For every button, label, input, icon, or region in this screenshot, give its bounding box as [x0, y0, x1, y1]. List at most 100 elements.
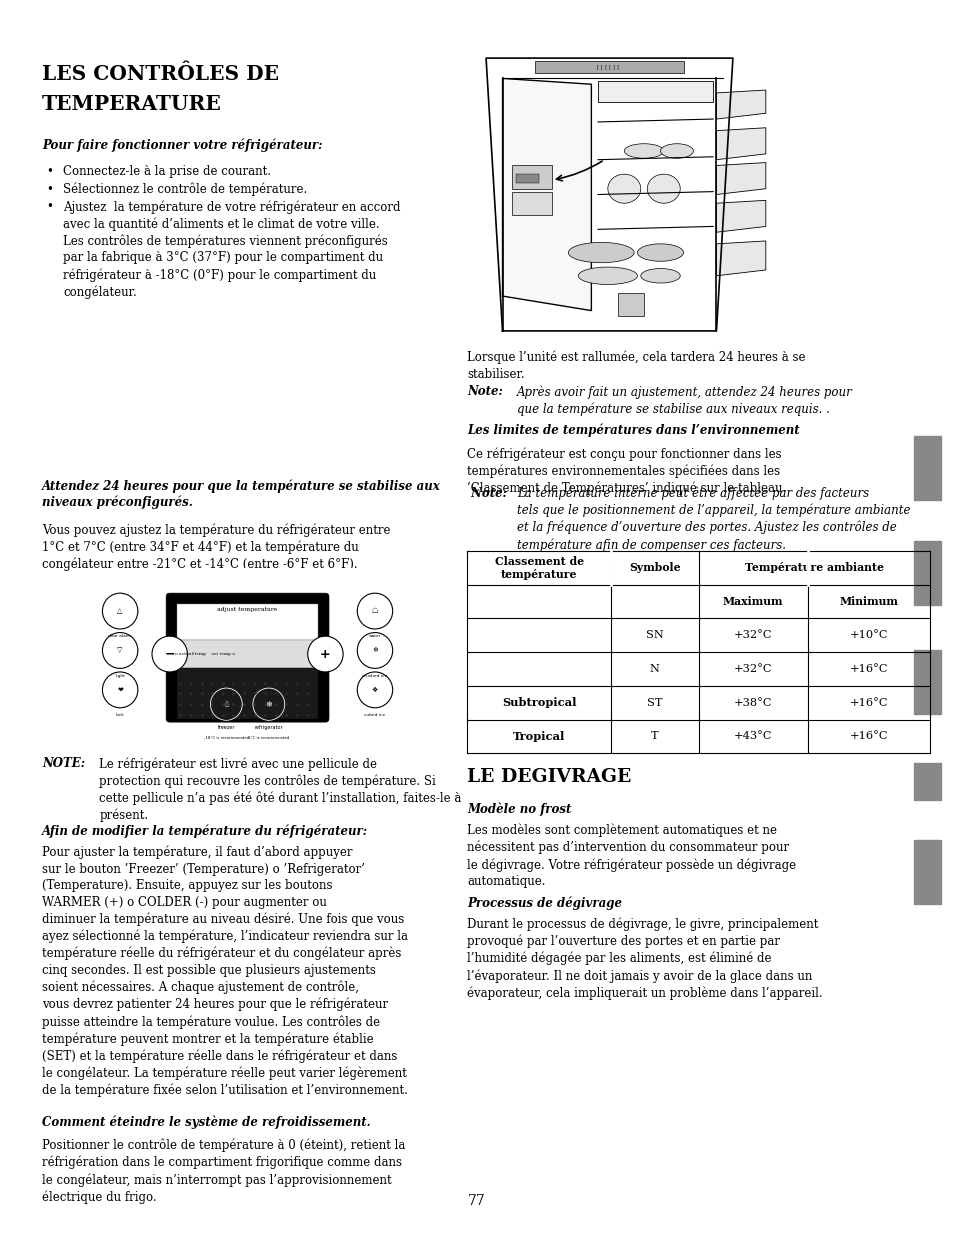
Text: Tropical: Tropical — [513, 731, 565, 742]
Text: +38°C: +38°C — [733, 698, 772, 708]
Text: Note:: Note: — [467, 385, 503, 399]
Text: SN: SN — [645, 630, 663, 640]
Text: 1°C is recommended: 1°C is recommended — [248, 736, 289, 740]
Text: light: light — [115, 673, 125, 678]
Text: ☃: ☃ — [222, 700, 230, 709]
Ellipse shape — [623, 143, 663, 158]
Text: Subtropical: Subtropical — [501, 698, 576, 708]
Text: door alarm: door alarm — [109, 634, 132, 638]
Ellipse shape — [568, 242, 634, 263]
Text: Maximum: Maximum — [722, 597, 782, 606]
Text: +16°C: +16°C — [849, 698, 887, 708]
Text: ❄: ❄ — [372, 647, 377, 653]
Text: ❖: ❖ — [372, 687, 377, 693]
Text: Sélectionnez le contrôle de température.: Sélectionnez le contrôle de température. — [63, 183, 307, 196]
Polygon shape — [716, 163, 765, 195]
Bar — [512, 191, 551, 215]
Text: •: • — [47, 183, 53, 196]
Text: crushed ice: crushed ice — [362, 673, 387, 678]
Ellipse shape — [659, 143, 693, 158]
Text: −: − — [164, 647, 174, 661]
Text: Vous pouvez ajustez la température du réfrigérateur entre
1°C et 7°C (entre 34°F: Vous pouvez ajustez la température du ré… — [42, 524, 390, 572]
Ellipse shape — [637, 243, 682, 262]
Bar — [913, 650, 940, 714]
Text: ST: ST — [646, 698, 662, 708]
Text: Ce réfrigérateur est conçu pour fonctionner dans les
températures environnementa: Ce réfrigérateur est conçu pour fonction… — [467, 447, 786, 495]
Text: Les limites de températures dans l’environnement: Les limites de températures dans l’envir… — [467, 424, 800, 437]
Text: Minimum: Minimum — [839, 597, 898, 606]
Polygon shape — [716, 241, 765, 275]
Ellipse shape — [578, 267, 637, 284]
Text: Les modèles sont complètement automatiques et ne
nécessitent pas d’intervention : Les modèles sont complètement automatiqu… — [467, 824, 796, 888]
Text: Le réfrigérateur est livré avec une pellicule de
protection qui recouvre les con: Le réfrigérateur est livré avec une pell… — [99, 757, 461, 823]
Text: Ajustez  la température de votre réfrigérateur en accord
avec la quantité d’alim: Ajustez la température de votre réfrigér… — [63, 200, 400, 299]
Bar — [516, 174, 538, 183]
Text: +10°C: +10°C — [849, 630, 887, 640]
Text: o actual/temp    set temp o: o actual/temp set temp o — [175, 652, 234, 656]
Text: +: + — [320, 647, 331, 661]
Text: refrigerator: refrigerator — [254, 725, 283, 730]
Bar — [176, 640, 318, 668]
Polygon shape — [502, 79, 591, 311]
Text: NOTE:: NOTE: — [42, 757, 85, 771]
Bar — [913, 541, 940, 605]
Text: lock: lock — [115, 713, 125, 718]
Polygon shape — [716, 200, 765, 232]
Bar — [512, 165, 551, 189]
FancyBboxPatch shape — [166, 593, 329, 722]
Text: TEMPERATURE: TEMPERATURE — [42, 94, 221, 114]
Circle shape — [647, 174, 679, 204]
Text: La température interne peut être affectée par des facteurs
tels que le positionn: La température interne peut être affecté… — [517, 487, 909, 552]
FancyBboxPatch shape — [67, 564, 428, 751]
Text: Température ambiante: Température ambiante — [744, 562, 883, 573]
Text: •: • — [47, 200, 53, 214]
Text: LES CONTRÔLES DE: LES CONTRÔLES DE — [42, 64, 278, 84]
Bar — [913, 763, 940, 800]
Text: adjust temperature: adjust temperature — [217, 606, 277, 611]
Text: Afin de modifier la température du réfrigérateur:: Afin de modifier la température du réfri… — [42, 825, 368, 839]
Bar — [535, 61, 682, 73]
Text: freezer: freezer — [217, 725, 234, 730]
Text: T: T — [650, 731, 658, 741]
Polygon shape — [716, 127, 765, 159]
Text: Après avoir fait un ajustement, attendez 24 heures pour
que la température se st: Après avoir fait un ajustement, attendez… — [517, 385, 852, 416]
Text: •: • — [47, 165, 53, 179]
Bar — [176, 668, 318, 719]
Text: Comment éteindre le système de refroidissement.: Comment éteindre le système de refroidis… — [42, 1115, 371, 1129]
Text: +32°C: +32°C — [733, 630, 772, 640]
Ellipse shape — [640, 268, 679, 283]
Text: Lorsque l’unité est rallumée, cela tardera 24 heures à se
stabiliser.: Lorsque l’unité est rallumée, cela tarde… — [467, 351, 805, 380]
Text: N: N — [649, 664, 659, 674]
Text: Attendez 24 heures pour que la température se stabilise aux
niveaux préconfiguré: Attendez 24 heures pour que la températu… — [42, 479, 440, 509]
Text: Note:: Note: — [467, 487, 507, 500]
Text: 77: 77 — [468, 1194, 485, 1208]
Text: Classement de
température: Classement de température — [494, 556, 583, 579]
Circle shape — [152, 636, 187, 672]
Text: [ ]  [ ]  [ ]: [ ] [ ] [ ] — [597, 64, 618, 69]
Text: ❤: ❤ — [117, 687, 123, 693]
Text: Processus de dégivrage: Processus de dégivrage — [467, 897, 621, 910]
Text: Pour ajuster la température, il faut d’abord appuyer
sur le bouton ’Freezer’ (Te: Pour ajuster la température, il faut d’a… — [42, 846, 408, 1097]
Circle shape — [607, 174, 640, 204]
Circle shape — [308, 636, 343, 672]
Text: ☖: ☖ — [372, 608, 377, 614]
Bar — [913, 840, 940, 904]
Bar — [618, 293, 643, 316]
Text: Symbole: Symbole — [628, 562, 679, 573]
Bar — [176, 604, 318, 640]
Text: cubed ice: cubed ice — [364, 713, 385, 718]
Text: +16°C: +16°C — [849, 664, 887, 674]
Text: ❄: ❄ — [265, 700, 272, 709]
Bar — [913, 436, 940, 500]
Text: Connectez-le à la prise de courant.: Connectez-le à la prise de courant. — [63, 165, 271, 179]
Text: △: △ — [117, 608, 123, 614]
Text: Pour faire fonctionner votre réfrigérateur:: Pour faire fonctionner votre réfrigérate… — [42, 138, 322, 152]
Bar — [598, 82, 713, 101]
Text: ▽: ▽ — [117, 647, 123, 653]
Text: Modèle no frost: Modèle no frost — [467, 803, 571, 816]
Text: LE DEGIVRAGE: LE DEGIVRAGE — [467, 768, 631, 787]
Text: +32°C: +32°C — [733, 664, 772, 674]
Text: +43°C: +43°C — [733, 731, 772, 741]
Polygon shape — [716, 90, 765, 119]
Text: water: water — [369, 634, 381, 638]
